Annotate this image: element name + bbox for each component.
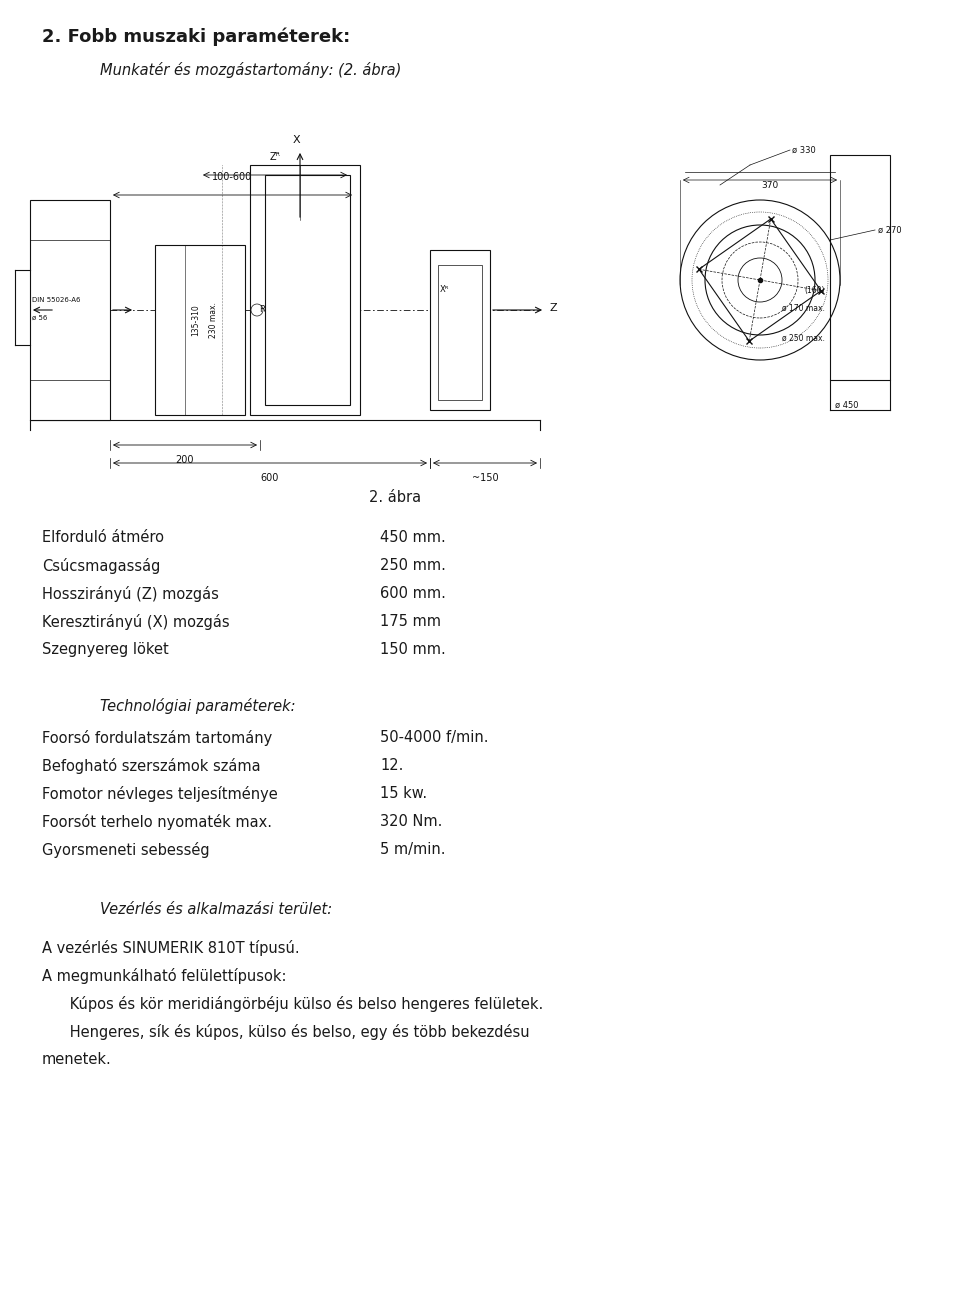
Text: 50-4000 f/min.: 50-4000 f/min.: [380, 730, 489, 745]
Text: ø 270: ø 270: [878, 226, 901, 235]
Text: Technológiai paraméterek:: Technológiai paraméterek:: [100, 698, 296, 715]
Text: R: R: [259, 305, 265, 314]
Text: 370: 370: [761, 181, 779, 190]
Text: Hengeres, sík és kúpos, külso és belso, egy és több bekezdésu: Hengeres, sík és kúpos, külso és belso, …: [42, 1024, 530, 1041]
Text: 320 Nm.: 320 Nm.: [380, 814, 443, 829]
Text: Gyorsmeneti sebesség: Gyorsmeneti sebesség: [42, 842, 209, 858]
Text: ~150: ~150: [471, 473, 498, 482]
Text: Munkatér és mozgástartomány: (2. ábra): Munkatér és mozgástartomány: (2. ábra): [100, 63, 401, 78]
Bar: [30, 200, 110, 420]
Text: 2. ábra: 2. ábra: [369, 490, 421, 505]
Bar: [830, 155, 890, 379]
Text: Foorsót terhelo nyomaték max.: Foorsót terhelo nyomaték max.: [42, 814, 272, 831]
Text: Szegnyereg löket: Szegnyereg löket: [42, 642, 169, 657]
Text: Keresztirányú (X) mozgás: Keresztirányú (X) mozgás: [42, 614, 229, 630]
Text: Befogható szerszámok száma: Befogható szerszámok száma: [42, 758, 260, 775]
Bar: [155, 245, 245, 415]
Text: 600 mm.: 600 mm.: [380, 585, 445, 601]
Text: 450 mm.: 450 mm.: [380, 529, 445, 545]
Bar: [265, 175, 350, 406]
Text: 200: 200: [176, 455, 194, 466]
Text: A megmunkálható felülettípusok:: A megmunkálható felülettípusok:: [42, 968, 286, 985]
Text: ø 330: ø 330: [792, 146, 816, 154]
Bar: [250, 166, 360, 415]
Text: Kúpos és kör meridiángörbéju külso és belso hengeres felületek.: Kúpos és kör meridiángörbéju külso és be…: [42, 996, 543, 1012]
Text: Csúcsmagasság: Csúcsmagasság: [42, 558, 160, 574]
Text: 100-600: 100-600: [212, 172, 252, 183]
Text: 5 m/min.: 5 m/min.: [380, 842, 445, 857]
Text: 230 max.: 230 max.: [208, 303, 218, 338]
Bar: [438, 265, 482, 400]
Text: 2. Fobb muszaki paraméterek:: 2. Fobb muszaki paraméterek:: [42, 27, 350, 47]
Text: A vezérlés SINUMERIK 810T típusú.: A vezérlés SINUMERIK 810T típusú.: [42, 940, 300, 956]
Text: Hosszirányú (Z) mozgás: Hosszirányú (Z) mozgás: [42, 585, 219, 602]
Bar: [430, 250, 490, 409]
Circle shape: [251, 304, 263, 316]
Text: DIN 55026-A6: DIN 55026-A6: [32, 297, 81, 303]
Text: 12.: 12.: [380, 758, 403, 773]
Text: Xᴿ: Xᴿ: [440, 286, 449, 295]
Polygon shape: [699, 219, 821, 342]
Text: ø 56: ø 56: [32, 316, 47, 321]
Text: Z: Z: [550, 303, 558, 313]
Text: 600: 600: [261, 473, 279, 482]
Text: Elforduló átméro: Elforduló átméro: [42, 529, 164, 545]
Text: 135-310: 135-310: [191, 304, 201, 336]
Text: ø 250 max.: ø 250 max.: [782, 334, 825, 343]
Text: Zᴿ: Zᴿ: [270, 153, 280, 162]
Text: Foorsó fordulatszám tartomány: Foorsó fordulatszám tartomány: [42, 730, 273, 746]
Text: 250 mm.: 250 mm.: [380, 558, 445, 572]
Text: 175 mm: 175 mm: [380, 614, 441, 629]
Text: X: X: [292, 136, 300, 145]
Text: ø 450: ø 450: [835, 400, 858, 409]
Text: Vezérlés és alkalmazási terület:: Vezérlés és alkalmazási terület:: [100, 902, 332, 917]
Text: 150 mm.: 150 mm.: [380, 642, 445, 657]
Text: ø 170 max.: ø 170 max.: [782, 304, 825, 313]
Text: 15 kw.: 15 kw.: [380, 786, 427, 801]
Text: Fomotor névleges teljesítménye: Fomotor névleges teljesítménye: [42, 786, 277, 802]
Text: (160): (160): [804, 286, 825, 295]
Text: menetek.: menetek.: [42, 1052, 111, 1067]
